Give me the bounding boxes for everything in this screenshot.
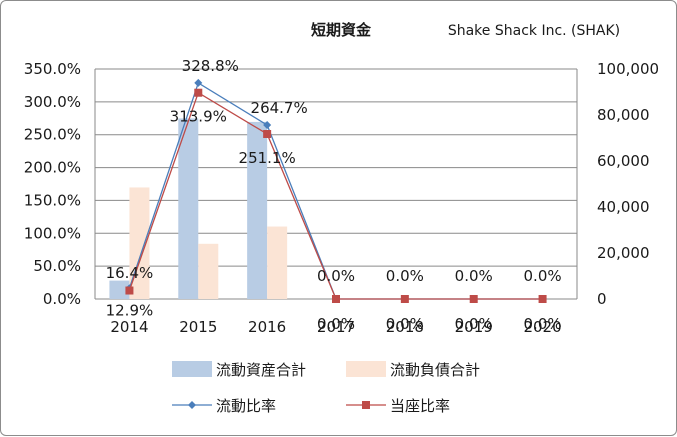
left-axis-tick-label: 100.0%	[24, 224, 81, 242]
legend-marker	[188, 401, 196, 409]
left-axis-tick-label: 350.0%	[24, 60, 81, 78]
line-series-group	[125, 78, 547, 303]
data-label: 0.0%	[386, 315, 424, 333]
legend-swatch	[172, 361, 212, 377]
x-axis-categories: 2014 2015 2016 2017 2018 2019 2020	[110, 318, 561, 336]
x-category-label: 2019	[455, 318, 493, 336]
bar	[267, 226, 288, 299]
data-label: 0.0%	[524, 267, 562, 285]
left-axis-tick-label: 300.0%	[24, 93, 81, 111]
left-axis-ticks: 0.0% 50.0% 100.0% 150.0% 200.0% 250.0% 300.0% 3…	[24, 60, 81, 308]
gridlines	[94, 68, 578, 300]
bar	[198, 243, 219, 299]
x-category-label: 2017	[317, 318, 355, 336]
left-axis-tick-label: 200.0%	[24, 159, 81, 177]
data-label: 0.0%	[455, 315, 493, 333]
point-marker	[469, 295, 478, 303]
data-label: 0.0%	[455, 267, 493, 285]
point-marker	[400, 295, 409, 303]
legend-marker	[362, 401, 370, 409]
bar	[178, 118, 199, 299]
left-axis-tick-label: 250.0%	[24, 126, 81, 144]
data-label: 0.0%	[386, 267, 424, 285]
data-label: 0.0%	[317, 315, 355, 333]
chart-title: 短期資金	[311, 21, 372, 39]
legend-label: 流動資産合計	[216, 361, 306, 379]
legend-label: 当座比率	[390, 397, 450, 415]
data-label: 12.9%	[106, 302, 154, 320]
right-axis-tick-label: 80,000	[597, 106, 650, 124]
point-marker	[194, 88, 203, 97]
x-category-label: 2015	[179, 318, 217, 336]
data-label: 251.1%	[239, 149, 296, 167]
data-label: 264.7%	[251, 99, 308, 117]
right-axis-tick-label: 0	[597, 290, 607, 308]
data-label: 313.9%	[170, 108, 227, 126]
x-category-label: 2020	[523, 318, 561, 336]
x-category-label: 2016	[248, 318, 286, 336]
x-category-label: 2018	[386, 318, 424, 336]
data-label: 0.0%	[524, 315, 562, 333]
chart-subtitle: Shake Shack Inc. (SHAK)	[448, 23, 620, 39]
point-marker	[263, 121, 272, 130]
bar	[129, 187, 150, 299]
left-axis-tick-label: 50.0%	[33, 257, 81, 275]
data-label: 16.4%	[106, 264, 154, 282]
right-axis-ticks: 0 20,000 40,000 60,000 80,000 100,000	[597, 60, 659, 308]
x-category-label: 2014	[110, 318, 148, 336]
point-marker	[125, 286, 134, 295]
left-axis-tick-label: 0.0%	[43, 290, 81, 308]
legend-label: 流動比率	[216, 397, 276, 415]
point-marker	[194, 78, 203, 87]
data-labels: 16.4% 328.8% 264.7% 0.0% 0.0% 0.0% 0.0% 12.9% 31…	[106, 57, 562, 333]
point-marker	[263, 129, 272, 138]
right-axis-tick-label: 20,000	[597, 244, 650, 262]
bar	[109, 280, 130, 299]
point-marker	[538, 295, 547, 303]
right-axis-tick-label: 40,000	[597, 198, 650, 216]
legend-label: 流動負債合計	[390, 361, 480, 379]
bar	[247, 121, 268, 300]
data-label: 328.8%	[182, 57, 239, 75]
right-axis-tick-label: 60,000	[597, 152, 650, 170]
right-axis-tick-label: 100,000	[597, 60, 659, 78]
point-marker	[332, 295, 340, 303]
bar-series-group	[109, 118, 288, 300]
data-label: 0.0%	[317, 267, 355, 285]
legend-swatch	[346, 361, 386, 377]
left-axis-tick-label: 150.0%	[24, 191, 81, 209]
